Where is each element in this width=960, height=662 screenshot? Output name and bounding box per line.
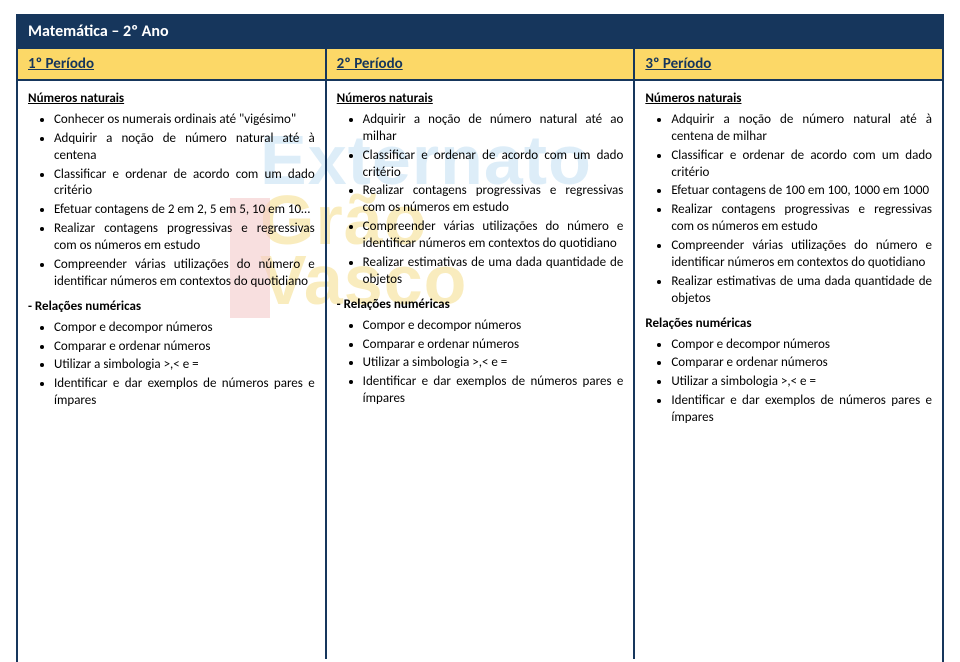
col1-list-1: Conhecer os numerais ordinais até "vigés… [28,112,315,291]
list-item: Realizar contagens progressivas e regres… [54,221,315,255]
col2-list-2: Compor e decompor números Comparar e ord… [337,318,624,408]
list-item: Compor e decompor números [671,337,932,354]
period-header-3: 3º Período [635,49,942,79]
col3-list-2: Compor e decompor números Comparar e ord… [645,337,932,427]
list-item: Realizar estimativas de uma dada quantid… [671,274,932,308]
list-item: Compreender várias utilizações do número… [671,238,932,272]
list-item: Adquirir a noção de número natural até a… [363,112,624,146]
list-item: Classificar e ordenar de acordo com um d… [54,167,315,201]
list-item: Conhecer os numerais ordinais até "vigés… [54,112,315,129]
col2-heading-1: Números naturais [337,91,624,108]
list-item: Adquirir a noção de número natural até à… [54,131,315,165]
list-item: Adquirir a noção de número natural até à… [671,112,932,146]
period-header-1: 1º Período [18,49,327,79]
column-1: Números naturais Conhecer os numerais or… [18,81,327,659]
col3-heading-1: Números naturais [645,91,932,108]
list-item: Compor e decompor números [363,318,624,335]
col1-heading-1: Números naturais [28,91,315,108]
period-header-row: 1º Período 2º Período 3º Período [18,49,942,81]
list-item: Compreender várias utilizações do número… [54,257,315,291]
list-item: Identificar e dar exemplos de números pa… [671,393,932,427]
table-frame: Matemática – 2º Ano 1º Período 2º Períod… [16,14,944,662]
list-item: Identificar e dar exemplos de números pa… [54,376,315,410]
col3-list-1: Adquirir a noção de número natural até à… [645,112,932,308]
list-item: Utilizar a simbologia >,< e = [671,374,932,391]
list-item: Realizar estimativas de uma dada quantid… [363,255,624,289]
list-item: Comparar e ordenar números [671,355,932,372]
list-item: Efetuar contagens de 100 em 100, 1000 em… [671,183,932,200]
page-title: Matemática – 2º Ano [18,16,942,49]
list-item: Realizar contagens progressivas e regres… [671,202,932,236]
col3-heading-2: Relações numéricas [645,316,932,333]
col1-list-2: Compor e decompor números Comparar e ord… [28,320,315,410]
list-item: Classificar e ordenar de acordo com um d… [363,148,624,182]
column-2: Números naturais Adquirir a noção de núm… [327,81,636,659]
content-row: Números naturais Conhecer os numerais or… [18,81,942,659]
col2-list-1: Adquirir a noção de número natural até a… [337,112,624,289]
list-item: Identificar e dar exemplos de números pa… [363,374,624,408]
list-item: Comparar e ordenar números [54,339,315,356]
list-item: Classificar e ordenar de acordo com um d… [671,148,932,182]
list-item: Compor e decompor números [54,320,315,337]
column-3: Números naturais Adquirir a noção de núm… [635,81,942,659]
list-item: Compreender várias utilizações do número… [363,219,624,253]
col2-heading-2: - Relações numéricas [337,297,624,314]
list-item: Realizar contagens progressivas e regres… [363,183,624,217]
list-item: Comparar e ordenar números [363,337,624,354]
list-item: Utilizar a simbologia >,< e = [363,355,624,372]
list-item: Efetuar contagens de 2 em 2, 5 em 5, 10 … [54,202,315,219]
list-item: Utilizar a simbologia >,< e = [54,357,315,374]
period-header-2: 2º Período [327,49,636,79]
col1-heading-2: - Relações numéricas [28,299,315,316]
